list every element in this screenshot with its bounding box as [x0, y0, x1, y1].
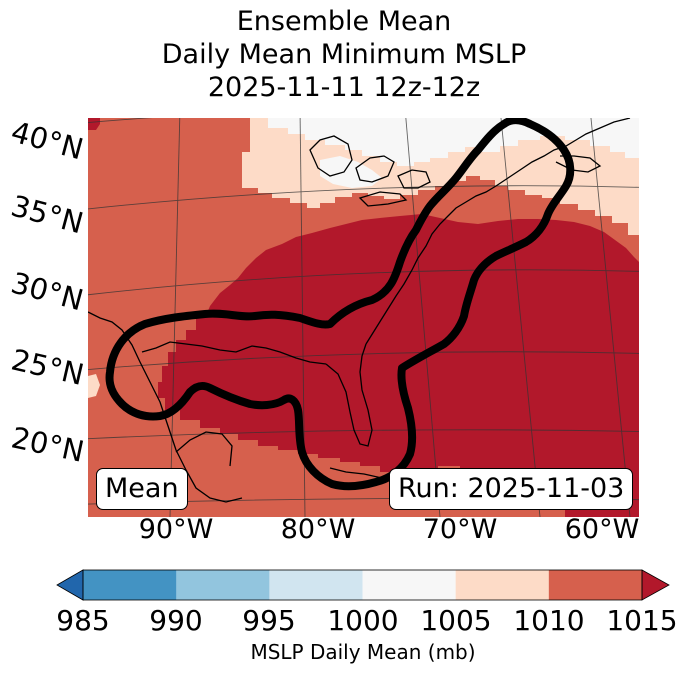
colorbar-bin-1010-1015: [548, 570, 643, 600]
colorbar-tick-995: 995: [242, 604, 296, 637]
colorbar-label: MSLP Daily Mean (mb): [250, 640, 476, 664]
lat-label-20: 20°N: [8, 420, 88, 469]
colorbar-tick-1015: 1015: [606, 604, 678, 637]
field-over-1015-corner: [88, 118, 100, 130]
colorbar-over-arrow: [641, 569, 670, 601]
colorbar-bin-1000-1005: [362, 570, 457, 600]
title-line-3: 2025-11-11 12z-12z: [207, 72, 481, 103]
colorbar-tick-990: 990: [149, 604, 203, 637]
colorbar-tick-1005: 1005: [420, 604, 492, 637]
colorbar-tick-1010: 1010: [513, 604, 585, 637]
colorbar-bin-990-995: [176, 570, 270, 600]
field-1000-1005-b: [320, 156, 382, 188]
lat-label-40: 40°N: [7, 114, 88, 167]
field-1005-1010: [242, 118, 639, 235]
lat-label-35: 35°N: [7, 188, 88, 241]
colorbar: [56, 569, 670, 601]
colorbar-under-arrow: [56, 569, 84, 601]
title-line-2: Daily Mean Minimum MSLP: [161, 39, 527, 70]
lon-label-70w: 70°W: [422, 514, 498, 545]
colorbar-bin-985-990: [83, 570, 177, 600]
colorbar-tick-985: 985: [56, 604, 110, 637]
colorbar-frame: [82, 569, 643, 601]
highlight-contour: [105, 118, 575, 491]
field-1005-1010-west: [88, 374, 100, 398]
mean-badge: Mean: [96, 468, 188, 510]
map-panel: Mean Run: 2025-11-03: [88, 118, 639, 517]
field-over-1015: [158, 214, 639, 517]
pressure-map: [88, 118, 639, 517]
lon-label-90w: 90°W: [138, 514, 214, 545]
colorbar-bin-995-1000: [269, 570, 363, 600]
coastlines: [88, 118, 631, 507]
colorbar-bin-1005-1010: [455, 570, 550, 600]
run-badge: Run: 2025-11-03: [389, 468, 634, 510]
colorbar-tick-1000: 1000: [327, 604, 399, 637]
lat-label-30: 30°N: [7, 265, 88, 318]
lon-label-60w: 60°W: [564, 514, 640, 545]
lat-label-25: 25°N: [8, 342, 88, 393]
title-line-1: Ensemble Mean: [236, 6, 452, 37]
lon-label-80w: 80°W: [280, 514, 356, 545]
